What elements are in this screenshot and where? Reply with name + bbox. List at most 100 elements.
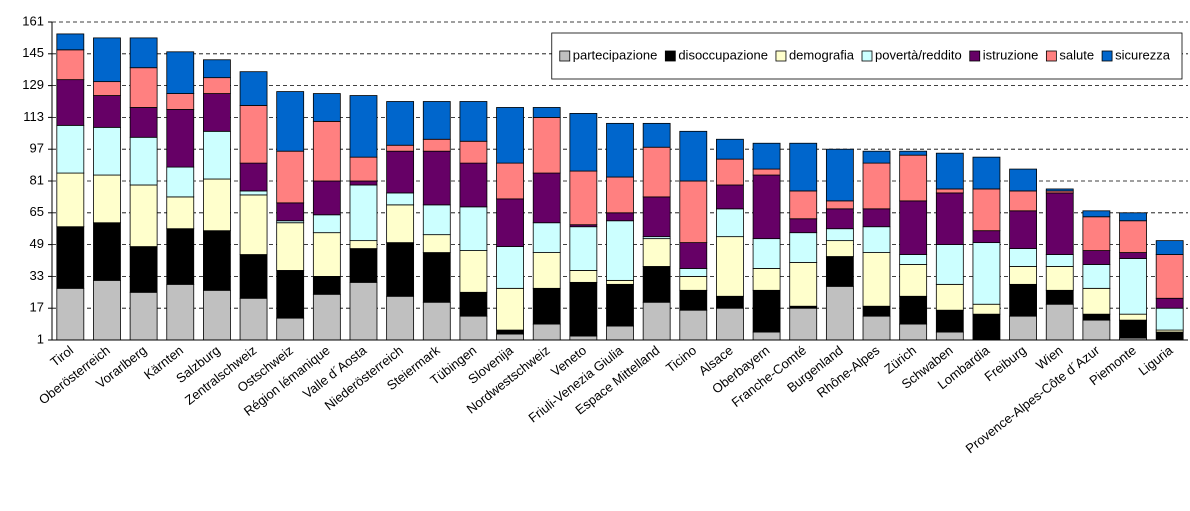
- bar-segment: [129, 67, 158, 108]
- bar-segment: [752, 331, 781, 341]
- bar-segment: [386, 204, 415, 244]
- bar-segment: [349, 248, 378, 283]
- x-tick-label: Liguria: [1136, 342, 1177, 378]
- bar-segment: [716, 138, 744, 160]
- bar-segment: [972, 303, 1001, 315]
- bar-segment: [166, 109, 195, 168]
- bar-segment: [825, 208, 854, 230]
- bar-segment: [899, 295, 928, 325]
- y-tick-label: 1: [37, 331, 44, 346]
- bar-segment: [642, 146, 671, 198]
- bar-segment: [716, 184, 744, 210]
- bar-segment: [166, 196, 195, 230]
- bar-segment: [1009, 283, 1037, 317]
- bar-segment: [1045, 192, 1074, 255]
- bar-segment: [752, 268, 781, 291]
- bar-segment: [496, 333, 524, 341]
- bar-segment: [239, 71, 268, 106]
- bar-segment: [56, 287, 85, 341]
- bar-segment: [203, 77, 231, 94]
- bar-segment: [862, 226, 891, 253]
- bar-segment: [239, 105, 268, 164]
- bar-segment: [203, 93, 231, 132]
- y-tick-label: 97: [30, 141, 44, 156]
- bar-segment: [862, 315, 891, 341]
- bar-segment: [239, 297, 268, 341]
- x-tick-label: Tirol: [47, 342, 76, 369]
- bar-segment: [899, 154, 928, 202]
- bar-segment: [825, 285, 854, 341]
- bar-segment: [752, 168, 781, 176]
- legend-swatch: [775, 50, 787, 62]
- bar-segment: [1155, 331, 1184, 341]
- bar-segment: [129, 136, 158, 186]
- legend-swatch: [861, 50, 873, 62]
- bar-segment: [752, 142, 781, 170]
- bar-segment: [349, 180, 378, 186]
- bar-segment: [386, 192, 415, 206]
- bar-segment: [312, 293, 341, 341]
- bar-segment: [569, 113, 598, 172]
- bar-segment: [1155, 254, 1184, 299]
- bar-segment: [1009, 210, 1037, 249]
- bar-segment: [166, 166, 195, 198]
- bar-segment: [349, 281, 378, 341]
- bar-segment: [935, 152, 964, 190]
- bar-segment: [899, 254, 928, 265]
- bar-segment: [349, 240, 378, 249]
- bar-segment: [532, 117, 561, 174]
- bar-segment: [532, 287, 561, 325]
- bar-segment: [716, 295, 744, 309]
- bar-segment: [789, 262, 818, 307]
- bar-segment: [642, 122, 671, 148]
- bar-segment: [862, 208, 891, 228]
- bar-segment: [789, 218, 818, 234]
- bar-segment: [642, 266, 671, 303]
- bar-segment: [789, 232, 818, 263]
- bar-segment: [56, 124, 85, 174]
- bar-segment: [606, 212, 634, 222]
- bar-segment: [935, 283, 964, 311]
- bar-segment: [899, 200, 928, 255]
- legend-swatch: [1045, 50, 1057, 62]
- bar-segment: [276, 150, 305, 204]
- bar-segment: [496, 198, 524, 247]
- bar-segment: [569, 226, 598, 271]
- bar-segment: [1082, 313, 1111, 321]
- bar-segment: [679, 275, 708, 291]
- bar-segment: [93, 37, 121, 83]
- bar-segment: [606, 122, 634, 178]
- bar-segment: [386, 101, 415, 146]
- bar-segment: [56, 33, 85, 51]
- bar-segment: [1119, 258, 1147, 315]
- bar-segment: [386, 242, 415, 297]
- bar-segment: [679, 180, 708, 244]
- bar-segment: [422, 204, 451, 236]
- bar-segment: [606, 279, 634, 285]
- bar-segment: [166, 51, 195, 94]
- bar-segment: [459, 250, 488, 293]
- bar-segment: [1119, 252, 1147, 259]
- bar-segment: [899, 323, 928, 341]
- bar-segment: [1082, 264, 1111, 289]
- bar-segment: [935, 188, 964, 194]
- bar-segment: [935, 331, 964, 341]
- bar-segment: [203, 230, 231, 291]
- bar-segment: [93, 81, 121, 96]
- y-tick-label: 65: [30, 204, 44, 219]
- bar-segment: [93, 174, 121, 224]
- bar-segment: [276, 91, 305, 152]
- bar-segment: [1082, 216, 1111, 251]
- bar-segment: [825, 200, 854, 210]
- bar-segment: [642, 301, 671, 341]
- bar-segment: [203, 130, 231, 180]
- legend-label: salute: [1059, 47, 1094, 62]
- bar-segment: [679, 309, 708, 341]
- bar-segment: [789, 190, 818, 220]
- bar-segment: [496, 287, 524, 331]
- bar-segment: [1045, 266, 1074, 291]
- bar-segment: [166, 228, 195, 285]
- bar-segment: [496, 162, 524, 200]
- bar-segment: [422, 252, 451, 303]
